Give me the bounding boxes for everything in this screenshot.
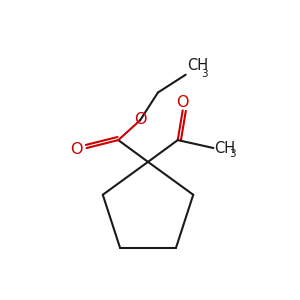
Text: 3: 3 (202, 69, 208, 79)
Text: CH: CH (187, 58, 208, 73)
Text: 3: 3 (229, 149, 236, 159)
Text: O: O (176, 95, 189, 110)
Text: CH: CH (214, 140, 236, 155)
Text: O: O (70, 142, 83, 157)
Text: O: O (134, 112, 146, 127)
